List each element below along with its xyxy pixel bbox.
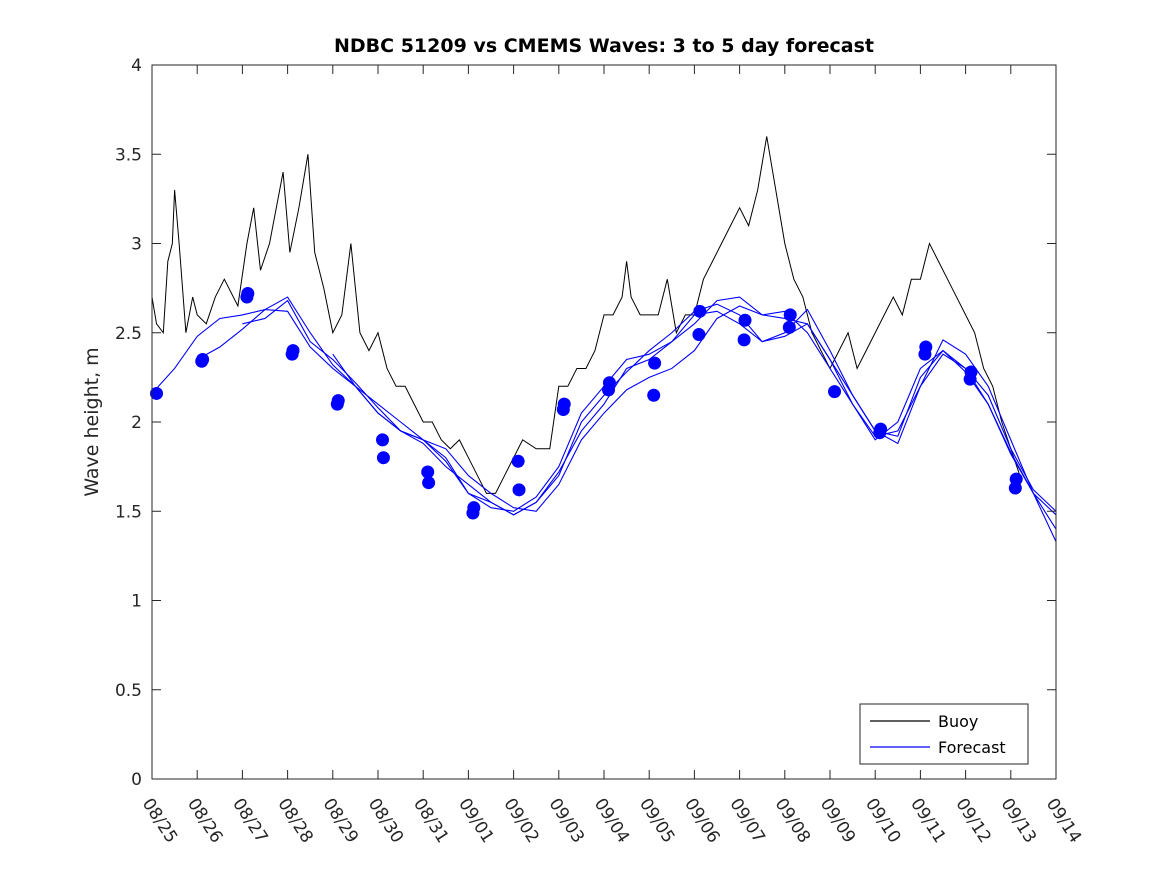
forecast-marker: [331, 394, 345, 408]
y-tick-label: 3: [131, 235, 142, 255]
forecast-line-2: [196, 296, 1057, 530]
legend-box: [859, 703, 1029, 765]
forecast-marker: [150, 386, 164, 400]
y-tick-label: 2: [131, 413, 142, 433]
forecast-marker: [828, 385, 842, 399]
y-tick-label: 2.5: [115, 324, 142, 344]
legend: Buoy Forecast: [859, 703, 1029, 765]
forecast-marker: [376, 433, 390, 447]
buoy-line: [151, 136, 1021, 494]
forecast-marker: [1009, 472, 1023, 486]
forecast-marker: [511, 454, 525, 468]
plot-area: [152, 65, 1056, 779]
forecast-marker: [737, 333, 751, 347]
y-tick-label: 1.5: [115, 502, 142, 522]
y-tick-label: 3.5: [115, 145, 142, 165]
y-tick-label: 4: [131, 56, 142, 76]
forecast-marker: [421, 465, 435, 479]
forecast-marker: [783, 308, 797, 322]
forecast-marker: [286, 344, 300, 358]
forecast-marker: [964, 365, 978, 379]
forecast-marker: [241, 286, 255, 300]
y-tick-label: 0.5: [115, 681, 142, 701]
legend-label-buoy: Buoy: [938, 712, 978, 731]
forecast-marker: [693, 304, 707, 318]
forecast-line-3: [242, 296, 1057, 512]
y-tick-label: 0: [131, 770, 142, 790]
forecast-marker: [648, 356, 662, 370]
forecast-marker: [512, 483, 526, 497]
forecast-marker: [919, 340, 933, 354]
forecast-marker: [467, 501, 481, 515]
chart-title: NDBC 51209 vs CMEMS Waves: 3 to 5 day fo…: [334, 35, 874, 57]
forecast-marker: [422, 476, 436, 490]
forecast-marker: [376, 451, 390, 465]
y-axis-label: Wave height, m: [81, 347, 103, 496]
forecast-marker: [874, 422, 888, 436]
series-layer: [150, 136, 1057, 542]
forecast-marker: [196, 353, 210, 367]
forecast-marker: [602, 376, 616, 390]
forecast-marker: [647, 388, 661, 402]
legend-label-forecast: Forecast: [938, 738, 1006, 757]
forecast-marker: [782, 320, 796, 334]
forecast-line-1: [151, 305, 1057, 542]
forecast-marker: [692, 328, 706, 342]
y-tick-label: 1: [131, 592, 142, 612]
forecast-marker: [557, 397, 571, 411]
forecast-marker: [738, 313, 752, 327]
